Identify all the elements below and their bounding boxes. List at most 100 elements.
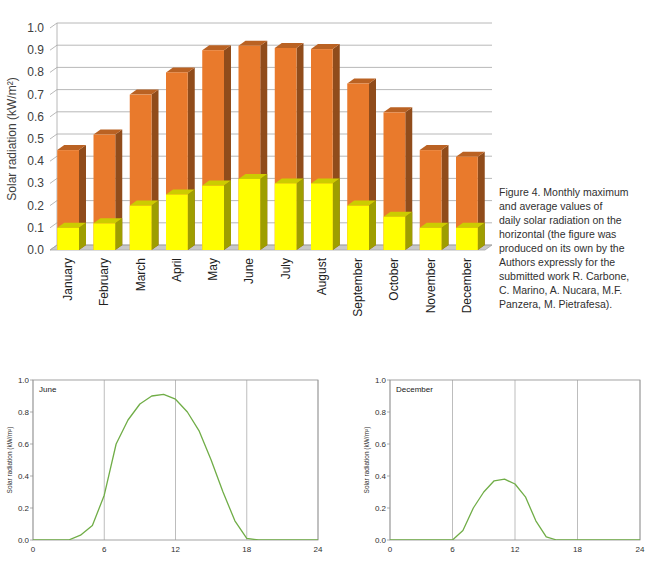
y-tick-label: 0.4 [18, 472, 30, 481]
bar-front [347, 84, 369, 251]
bar [239, 41, 268, 250]
bar-front [347, 206, 369, 250]
y-tick-label: 0.6 [27, 110, 44, 124]
y-tick-label: 1.0 [27, 21, 44, 35]
bar-side [333, 44, 340, 250]
bar [456, 152, 485, 250]
grid-line [246, 380, 247, 540]
x-tick-label: October [387, 258, 401, 301]
chart-title: December [396, 385, 433, 394]
caption-line: daily solar radiation on the [499, 214, 622, 226]
bar-side [260, 41, 267, 250]
caption-line: Authors expressly for the [499, 256, 615, 268]
bar [347, 79, 376, 251]
chart-title: June [39, 385, 57, 394]
grid-line [390, 380, 391, 540]
tick-mark [387, 444, 390, 445]
bar-front [166, 72, 188, 250]
tick-mark [387, 380, 390, 381]
y-tick-label: 0.4 [27, 154, 44, 168]
bar-top [130, 201, 159, 206]
tick-mark [387, 540, 390, 541]
x-tick-label: November [424, 258, 438, 313]
bar-side [79, 145, 86, 250]
line-chart: 061218240.00.20.40.60.81.0Solar radiatio… [6, 376, 323, 554]
x-tick-label: 12 [171, 545, 180, 554]
y-tick-label: 1.0 [375, 376, 387, 385]
bar [420, 145, 449, 250]
bar-top [456, 152, 485, 157]
bar [57, 145, 86, 250]
bar-front [275, 183, 297, 250]
caption-line: Panzera, M. Pietrafesa). [499, 298, 612, 310]
bar [347, 201, 376, 250]
bar-side [115, 218, 122, 250]
y-tick-label: 0.8 [375, 408, 387, 417]
caption-line: horizontal (the figure was [499, 228, 616, 240]
bar-top [384, 107, 413, 112]
bars [57, 41, 485, 250]
caption-line: produced on its own by the [499, 242, 625, 254]
x-tick-label: 18 [242, 545, 251, 554]
bar-side [478, 152, 485, 250]
x-tick-label: March [134, 258, 148, 291]
grid-line [515, 380, 516, 540]
bar [94, 130, 123, 250]
x-tick-label: August [315, 257, 329, 295]
series-line [33, 394, 318, 540]
tick-mark [30, 540, 33, 541]
bar [311, 44, 340, 250]
x-tick-label: September [351, 258, 365, 317]
bar-front [202, 50, 224, 250]
bar-side [333, 178, 340, 250]
bar-front [57, 228, 79, 250]
bar-top [57, 145, 86, 150]
bar [456, 223, 485, 250]
bar [239, 174, 268, 250]
caption-line: submitted work R. Carbone, [499, 270, 629, 282]
y-axis-label: Solar radiation (kW/m²) [6, 427, 14, 494]
y-tick-label: 0.9 [27, 43, 44, 57]
bar-front [384, 112, 406, 250]
bar-front [456, 228, 478, 250]
y-tick-label: 0.2 [27, 199, 44, 213]
bar-top [94, 130, 123, 135]
grid-line [50, 112, 492, 117]
bar-side [260, 174, 267, 250]
caption-line: Figure 4. Monthly maximum [499, 186, 629, 198]
y-tick-label: 0.6 [375, 440, 387, 449]
grid-line [50, 90, 492, 95]
caption-line: C. Marino, A. Nucara, M.F. [499, 284, 622, 296]
bar-front [130, 206, 152, 250]
tick-mark [387, 508, 390, 509]
x-tick-label: 6 [450, 545, 455, 554]
tick-mark [30, 412, 33, 413]
bar-front [420, 150, 442, 250]
x-tick-label: 24 [314, 545, 323, 554]
bar [420, 223, 449, 250]
series-line [390, 479, 640, 540]
x-tick-label: 0 [31, 545, 36, 554]
grid-line [50, 45, 492, 50]
bar-side [224, 181, 231, 250]
plot-frame [390, 380, 640, 540]
bar-front [311, 49, 333, 250]
bar-side [188, 190, 195, 251]
x-tick-label: June [242, 258, 256, 284]
x-tick-label: 24 [636, 545, 645, 554]
bar [130, 201, 159, 250]
bar-top [311, 44, 340, 49]
y-tick-label: 1.0 [18, 376, 30, 385]
bar-side [442, 145, 449, 250]
tick-mark [30, 380, 33, 381]
bar-front [275, 48, 297, 250]
bar-front [311, 183, 333, 250]
bar [202, 45, 231, 250]
x-tick-label: 6 [102, 545, 107, 554]
bar-top [275, 43, 304, 48]
bar [275, 178, 304, 250]
bar-side [188, 67, 195, 250]
bar-top [420, 223, 449, 228]
grid-line [50, 67, 492, 72]
bar-front [130, 95, 152, 250]
